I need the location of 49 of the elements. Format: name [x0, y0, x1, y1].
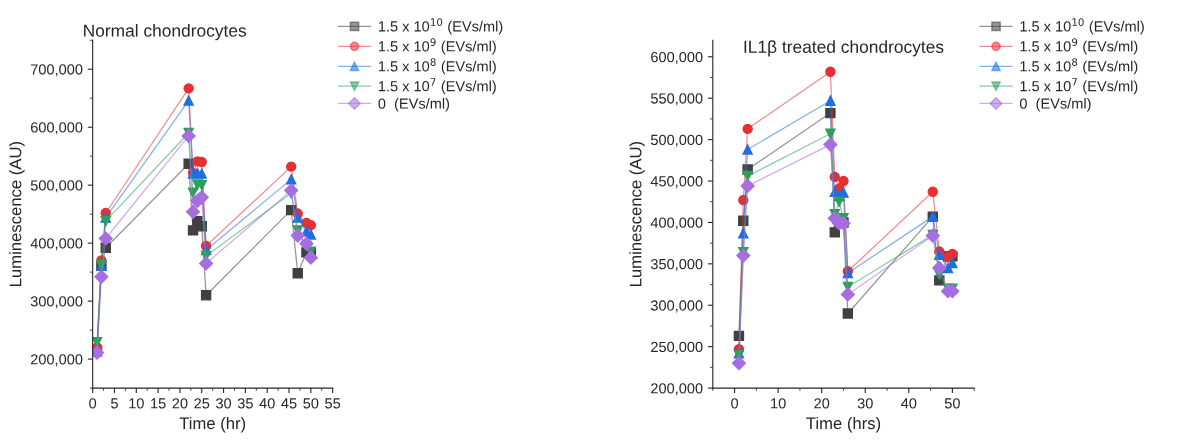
x-tick-label: 25: [194, 398, 210, 409]
x-tick-label: 15: [151, 398, 166, 409]
chart-title: Normal chondrocytes: [84, 24, 247, 41]
x-tick-label: 5: [111, 398, 118, 409]
x-tick-label: 20: [814, 398, 830, 409]
legend-label: 1.5 x 10$^{9}$ (EVs/ml): [1020, 38, 1138, 55]
legend-label: 1.5 x 10$^{8}$ (EVs/ml): [1020, 58, 1138, 75]
x-axis-title: Time (hr): [179, 416, 246, 433]
x-tick-label: 10: [771, 398, 786, 409]
x-tick-label: 40: [259, 398, 275, 409]
y-tick-label: 600,000: [651, 51, 703, 64]
y-tick-label: 400,000: [30, 238, 83, 251]
legend-label: 1.5 x 10$^{10}$ (EVs/ml): [1020, 18, 1144, 35]
legend-label: 0 (EVs/ml): [1019, 98, 1091, 112]
legend-label: 1.5 x 10$^{9}$ (EVs/ml): [378, 38, 496, 55]
y-tick-label: 300,000: [30, 296, 83, 309]
legend-label: 0 (EVs/ml): [378, 98, 450, 112]
x-tick-label: 50: [944, 398, 960, 409]
x-tick-label: 40: [901, 398, 917, 409]
legend-label: 1.5 x 10$^{7}$ (EVs/ml): [1020, 78, 1138, 95]
x-tick-label: 35: [237, 398, 253, 409]
y-axis-title: Luminescence (AU): [9, 142, 25, 286]
x-tick-label: 50: [303, 398, 319, 409]
y-tick-label: 400,000: [650, 217, 703, 230]
x-tick-label: 30: [216, 398, 232, 409]
y-tick-label: 250,000: [651, 341, 703, 354]
legend-label: 1.5 x 10$^{10}$ (EVs/ml): [378, 18, 503, 35]
y-tick-label: 300,000: [650, 300, 703, 313]
x-tick-label: 30: [857, 398, 873, 409]
y-tick-label: 700,000: [30, 64, 83, 77]
y-tick-label: 350,000: [650, 258, 703, 271]
x-axis-title: Time (hrs): [806, 416, 881, 433]
y-axis-title: Luminescence (AU): [629, 142, 645, 286]
y-tick-label: 500,000: [30, 180, 83, 193]
y-tick-label: 500,000: [650, 134, 703, 147]
legend-label: 1.5 x 10$^{7}$ (EVs/ml): [378, 78, 496, 95]
legend-label: 1.5 x 10$^{8}$ (EVs/ml): [378, 58, 496, 75]
x-tick-label: 45: [281, 398, 297, 409]
chart-title: IL1β treated chondrocytes: [744, 40, 944, 57]
y-tick-label: 600,000: [30, 122, 83, 135]
y-tick-label: 550,000: [650, 93, 703, 106]
y-tick-label: 450,000: [650, 176, 703, 189]
x-tick-label: 20: [172, 398, 188, 409]
x-tick-label: 10: [129, 398, 144, 409]
x-tick-label: 55: [325, 398, 341, 409]
x-tick-label: 0: [731, 398, 739, 409]
y-tick-label: 200,000: [30, 354, 83, 367]
y-tick-label: 200,000: [651, 383, 703, 396]
x-tick-label: 0: [89, 398, 97, 409]
